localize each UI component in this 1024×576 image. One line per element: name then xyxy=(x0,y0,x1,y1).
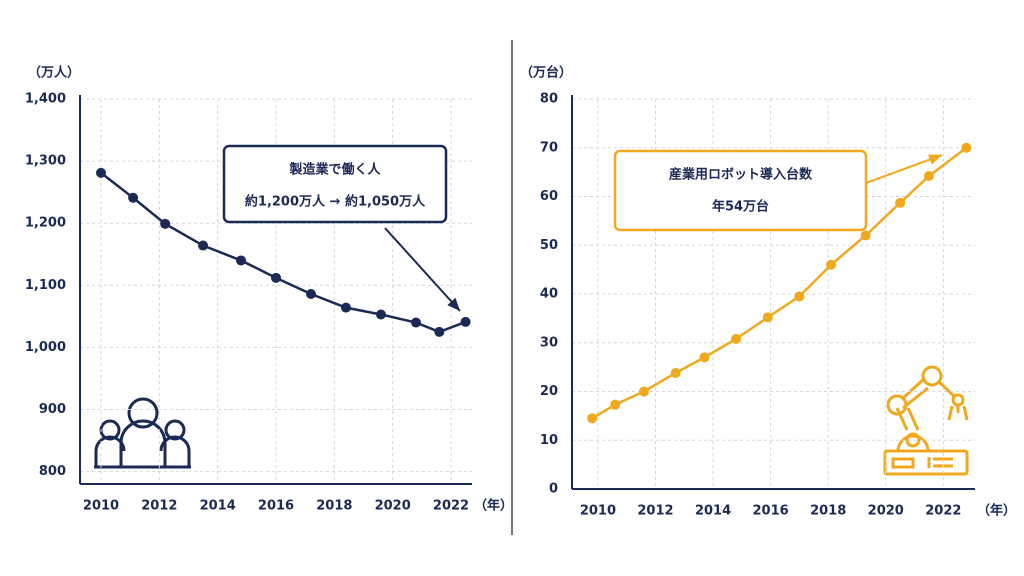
y-tick-label: 1,000 xyxy=(25,340,66,355)
y-tick-label: 800 xyxy=(39,464,66,479)
y-tick-label: 60 xyxy=(540,189,558,204)
callout-note: 年54万台 xyxy=(712,199,769,215)
callout-title: 産業用ロボット導入台数 xyxy=(669,167,813,183)
y-unit: （万人） xyxy=(28,65,80,81)
callout-arrow xyxy=(865,154,943,184)
y-tick-label: 900 xyxy=(39,402,66,417)
data-point xyxy=(762,312,773,323)
y-tick-label: 30 xyxy=(540,335,558,350)
callout-title: 製造業で働く人 xyxy=(288,162,381,178)
callout-note: 約1,200万人 → 約1,050万人 xyxy=(245,194,426,210)
data-point xyxy=(306,288,316,299)
data-point xyxy=(794,291,805,302)
y-tick-label: 0 xyxy=(549,482,558,497)
arrow-head xyxy=(928,154,942,165)
y-tick-label: 1,300 xyxy=(25,154,66,169)
data-point xyxy=(638,386,649,397)
x-unit: （年） xyxy=(474,498,513,514)
y-tick-label: 1,400 xyxy=(25,92,66,107)
data-point xyxy=(961,142,972,153)
x-tick-label: 2016 xyxy=(753,504,789,519)
data-point xyxy=(923,171,934,182)
x-tick-label: 2016 xyxy=(258,499,294,514)
callout-box xyxy=(222,144,448,224)
x-tick-label: 2020 xyxy=(868,504,904,519)
y-tick-label: 50 xyxy=(540,238,558,253)
x-tick-label: 2010 xyxy=(580,504,616,519)
y-tick-label: 1,100 xyxy=(25,278,66,293)
data-point xyxy=(731,333,742,344)
data-point xyxy=(610,399,621,410)
x-tick-label: 2018 xyxy=(810,504,846,519)
data-point xyxy=(341,302,351,313)
y-tick-label: 70 xyxy=(540,140,558,155)
data-point xyxy=(411,317,421,328)
y-tick-label: 1,200 xyxy=(25,216,66,231)
data-point xyxy=(895,197,906,208)
y-tick-label: 10 xyxy=(540,433,558,448)
callout-box xyxy=(613,149,868,232)
y-tick-label: 80 xyxy=(540,92,558,107)
x-tick-label: 2012 xyxy=(141,499,177,514)
y-unit: （万台） xyxy=(520,65,572,81)
data-point xyxy=(271,272,281,283)
arrow-head xyxy=(447,297,460,311)
data-point xyxy=(587,413,598,424)
x-tick-label: 2012 xyxy=(637,504,673,519)
data-point xyxy=(670,367,681,378)
x-tick-label: 2018 xyxy=(316,499,352,514)
data-point xyxy=(860,230,871,241)
x-tick-label: 2020 xyxy=(375,499,411,514)
x-tick-label: 2010 xyxy=(83,499,119,514)
data-point xyxy=(96,167,106,178)
y-tick-label: 20 xyxy=(540,384,558,399)
x-tick-label: 2014 xyxy=(200,499,236,514)
callout-arrow xyxy=(384,227,461,312)
data-point xyxy=(826,259,837,270)
data-point xyxy=(128,192,139,203)
x-unit: （年） xyxy=(977,503,1016,519)
y-tick-label: 40 xyxy=(540,287,558,302)
x-tick-label: 2022 xyxy=(925,504,961,519)
x-tick-label: 2022 xyxy=(433,499,469,514)
data-point xyxy=(376,309,386,320)
data-point xyxy=(236,255,246,266)
robot-icon xyxy=(883,365,969,476)
data-point xyxy=(460,316,471,327)
data-point xyxy=(160,218,171,229)
data-point xyxy=(198,240,209,251)
x-tick-label: 2014 xyxy=(695,504,731,519)
data-point xyxy=(699,352,710,363)
data-point xyxy=(434,326,445,337)
